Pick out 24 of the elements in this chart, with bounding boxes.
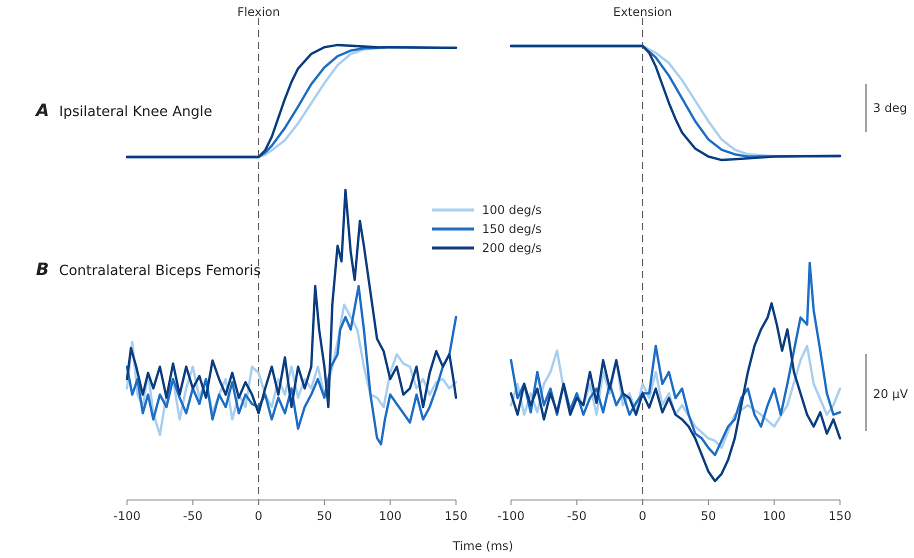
x-axis-title: Time (ms)	[452, 539, 514, 553]
legend-label: 100 deg/s	[482, 203, 542, 217]
x-tick-label: 100	[378, 509, 402, 523]
x-tick-label: 150	[828, 509, 852, 523]
x-tick-label: -100	[113, 509, 141, 523]
x-tick-label: 0	[254, 509, 262, 523]
x-tick-label: 50	[700, 509, 716, 523]
x-tick-label: 100	[762, 509, 786, 523]
text: 3 deg	[873, 101, 908, 115]
text: 20 µV	[873, 387, 909, 401]
text: B	[36, 260, 49, 280]
legend-label: 150 deg/s	[482, 222, 542, 236]
x-tick-label: -50	[566, 509, 587, 523]
x-tick-label: -50	[182, 509, 203, 523]
chart-title: Extension	[613, 5, 672, 19]
annotation: Contralateral Biceps Femoris	[58, 263, 261, 279]
x-tick-label: -100	[497, 509, 525, 523]
text: A	[34, 101, 50, 121]
annotation: Ipsilateral Knee Angle	[59, 104, 212, 120]
x-tick-label: 150	[444, 509, 468, 523]
legend-label: 200 deg/s	[482, 241, 542, 255]
x-tick-label: 50	[316, 509, 332, 523]
chart-title: Flexion	[237, 5, 280, 19]
x-tick-label: 0	[638, 509, 646, 523]
